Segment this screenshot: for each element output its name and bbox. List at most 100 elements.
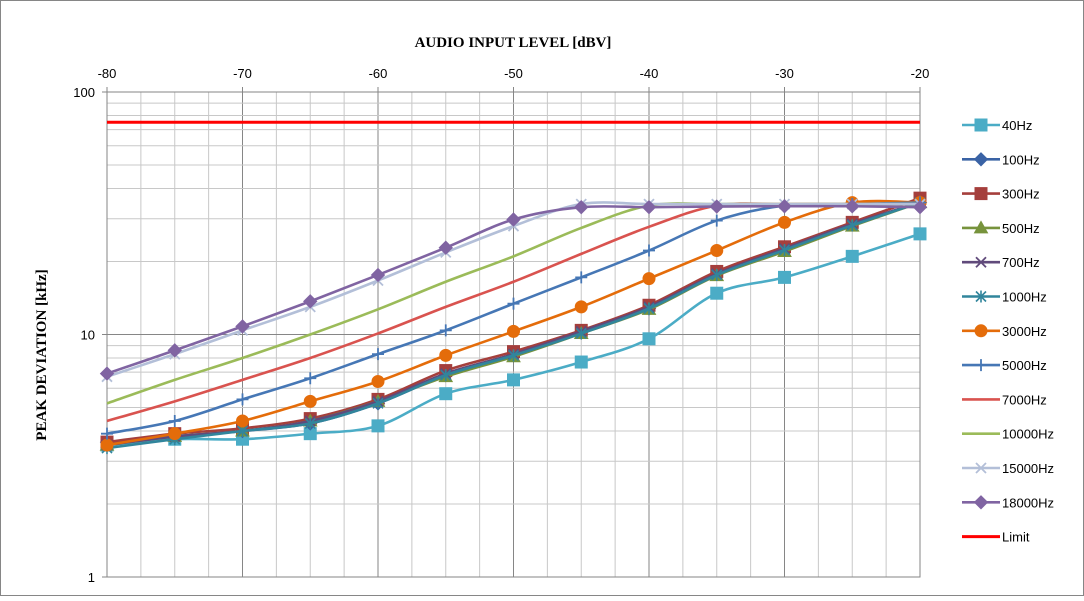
data-point	[236, 414, 249, 428]
data-point	[710, 286, 724, 300]
data-point	[372, 348, 384, 361]
axis-ticks: -80 -70 -60 -50 -40 -30 -20 1 10 100	[73, 66, 929, 585]
data-point	[575, 271, 588, 284]
data-point	[845, 199, 860, 214]
x-axis-title: AUDIO INPUT LEVEL [dBV]	[415, 35, 612, 51]
y-axis-title: PEAK DEVIATION [kHz]	[34, 269, 50, 440]
legend-marker	[975, 462, 987, 474]
legend-label: 500Hz	[1002, 221, 1040, 236]
legend-label: 3000Hz	[1002, 324, 1047, 339]
legend-marker	[974, 324, 988, 338]
y-tick-label: 10	[81, 328, 95, 343]
legend-marker	[975, 256, 987, 268]
data-point	[236, 393, 249, 406]
data-point	[507, 373, 520, 387]
legend-label: 300Hz	[1002, 187, 1040, 202]
data-point	[371, 419, 385, 433]
legend-item-500hz: 500Hz	[962, 220, 1040, 236]
series-lines	[99, 120, 928, 455]
data-point	[912, 199, 928, 215]
legend-label: 15000Hz	[1002, 461, 1054, 476]
data-point	[168, 414, 181, 427]
data-point	[507, 297, 520, 310]
legend-label: 100Hz	[1002, 152, 1040, 167]
data-point	[439, 387, 453, 401]
legend-label: 1000Hz	[1002, 290, 1047, 305]
x-tick-label: -20	[911, 66, 930, 81]
data-point	[438, 240, 453, 255]
data-point	[168, 427, 182, 441]
data-point	[641, 199, 657, 215]
data-point	[439, 324, 452, 337]
data-point	[846, 219, 858, 232]
legend-item-10000hz: 10000Hz	[962, 427, 1054, 442]
data-point	[507, 349, 520, 362]
legend-label: Limit	[1002, 530, 1030, 545]
data-point	[304, 372, 317, 385]
series-1000hz	[101, 196, 926, 455]
legend-item-1000hz: 1000Hz	[962, 290, 1047, 305]
legend-label: 7000Hz	[1002, 392, 1047, 407]
data-point	[507, 324, 520, 338]
data-point	[574, 355, 588, 369]
data-point	[506, 212, 521, 227]
legend-item-40hz: 40Hz	[962, 118, 1032, 133]
data-point	[642, 272, 656, 286]
data-point	[710, 214, 723, 227]
data-point	[643, 302, 655, 315]
x-tick-label: -30	[775, 66, 794, 81]
data-point	[372, 397, 384, 410]
x-tick-label: -80	[98, 66, 117, 81]
data-point	[913, 227, 927, 241]
data-point	[235, 319, 250, 334]
x-tick-label: -50	[504, 66, 523, 81]
data-point	[304, 417, 316, 430]
legend-label: 10000Hz	[1002, 427, 1054, 442]
legend-item-limit: Limit	[962, 530, 1030, 545]
data-point	[845, 249, 859, 263]
data-point	[101, 427, 113, 440]
data-point	[575, 327, 587, 340]
x-tick-label: -40	[640, 66, 659, 81]
data-point	[778, 215, 791, 229]
x-tick-label: -60	[369, 66, 388, 81]
data-point	[167, 343, 182, 358]
legend-item-3000hz: 3000Hz	[962, 324, 1047, 339]
legend-item-7000hz: 7000Hz	[962, 392, 1047, 407]
data-point	[370, 267, 386, 283]
data-point	[439, 348, 453, 362]
y-tick-label: 100	[73, 85, 95, 100]
data-point	[371, 375, 385, 389]
data-point	[777, 199, 792, 214]
legend: 40Hz 100Hz 300Hz 500Hz 700Hz 1000Hz 3000Hz 5000…	[962, 118, 1054, 545]
legend-item-15000hz: 15000Hz	[962, 461, 1054, 476]
data-point	[709, 199, 724, 214]
data-point	[642, 332, 656, 346]
legend-item-700hz: 700Hz	[962, 255, 1040, 270]
legend-marker	[973, 220, 989, 234]
legend-marker	[974, 118, 988, 132]
data-point	[303, 394, 317, 408]
legend-item-300hz: 300Hz	[962, 187, 1040, 202]
legend-marker	[975, 359, 987, 372]
legend-label: 700Hz	[1002, 255, 1040, 270]
series-18000hz	[99, 199, 928, 381]
legend-item-5000hz: 5000Hz	[962, 358, 1047, 373]
legend-marker	[975, 290, 987, 303]
data-point	[574, 199, 589, 215]
y-tick-label: 1	[88, 570, 95, 585]
data-point	[778, 244, 791, 257]
data-point	[574, 300, 588, 314]
legend-marker	[974, 187, 988, 201]
data-point	[440, 369, 452, 382]
data-point	[710, 244, 724, 258]
legend-item-100hz: 100Hz	[962, 152, 1040, 167]
data-point	[643, 244, 655, 257]
legend-label: 5000Hz	[1002, 358, 1047, 373]
legend-marker	[973, 495, 989, 510]
legend-item-18000hz: 18000Hz	[962, 495, 1054, 510]
data-point	[778, 270, 791, 284]
